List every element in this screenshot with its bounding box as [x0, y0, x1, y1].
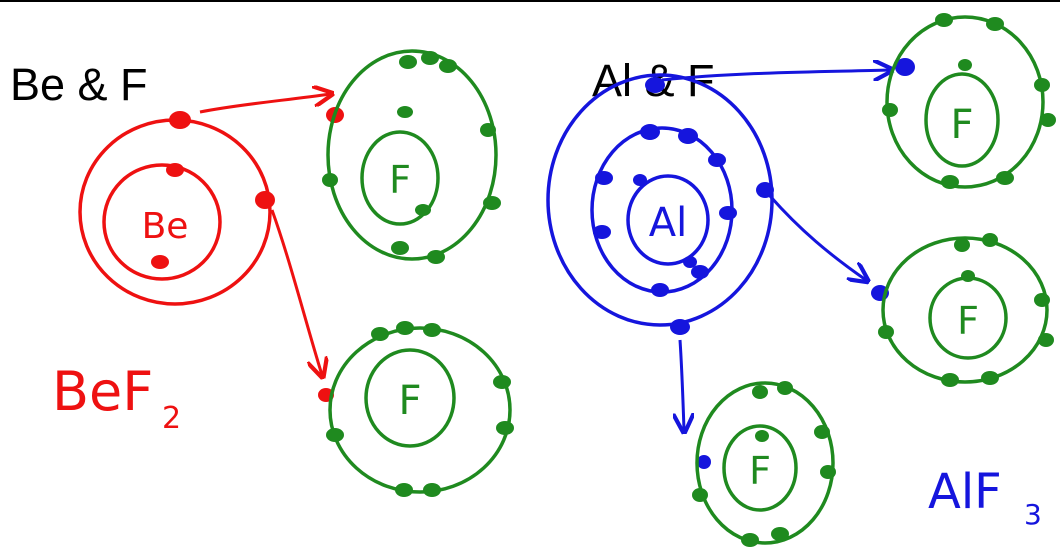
fluorine-electrons — [882, 13, 1056, 189]
be-valence-electron — [255, 191, 275, 209]
arrow-al-to-f-right — [768, 195, 866, 280]
fluorine-atom-al-bottom: F — [695, 381, 835, 545]
be-inner-electron — [151, 255, 169, 269]
formula-alf-subscript: 3 — [1024, 498, 1042, 531]
f-symbol: F — [389, 158, 411, 202]
formula-bef2: BeF 2 — [52, 360, 181, 436]
f-symbol: F — [398, 378, 421, 424]
arrow-be-to-f-top — [199, 94, 330, 114]
al-transfer-arrows — [661, 70, 890, 430]
formula-bef-subscript: 2 — [162, 401, 181, 436]
beryllium-electrons — [151, 107, 344, 402]
be-inner-electron — [166, 163, 184, 177]
fluorine-atom-be-bottom: F — [328, 326, 512, 494]
f-symbol: F — [950, 102, 973, 148]
aluminum-electrons — [593, 58, 915, 469]
be-symbol: Be — [142, 206, 189, 247]
be-transfer-arrows — [199, 94, 330, 375]
transferred-electron — [697, 455, 711, 469]
fluorine-electrons — [878, 233, 1054, 387]
arrow-al-to-f-bottom — [680, 339, 684, 430]
fluorine-electrons — [692, 381, 836, 547]
be-inner-shell — [102, 163, 222, 281]
arrow-be-to-f-bottom — [270, 209, 322, 375]
beryllium-atom: Be — [78, 118, 272, 306]
f-symbol: F — [957, 299, 979, 343]
arrow-al-to-f-top — [661, 70, 890, 82]
formula-alf-main: AlF — [928, 464, 1002, 520]
transferred-electron — [895, 58, 915, 76]
al-inner-shell — [626, 174, 710, 266]
formula-bef-main: BeF — [52, 360, 153, 423]
fluorine-atom-be-top: F — [326, 49, 498, 261]
fluorine-atom-al-right: F — [881, 236, 1049, 384]
al-symbol: Al — [649, 200, 687, 246]
formula-alf3: AlF 3 — [928, 464, 1042, 531]
heading-be-f: Be & F — [10, 59, 148, 110]
be-valence-electron — [169, 111, 191, 129]
fluorine-electrons — [322, 51, 501, 264]
top-border — [0, 0, 1060, 2]
f-symbol: F — [749, 449, 771, 493]
fluorine-atom-al-top: F — [885, 15, 1045, 189]
fluorine-electrons — [326, 321, 514, 497]
